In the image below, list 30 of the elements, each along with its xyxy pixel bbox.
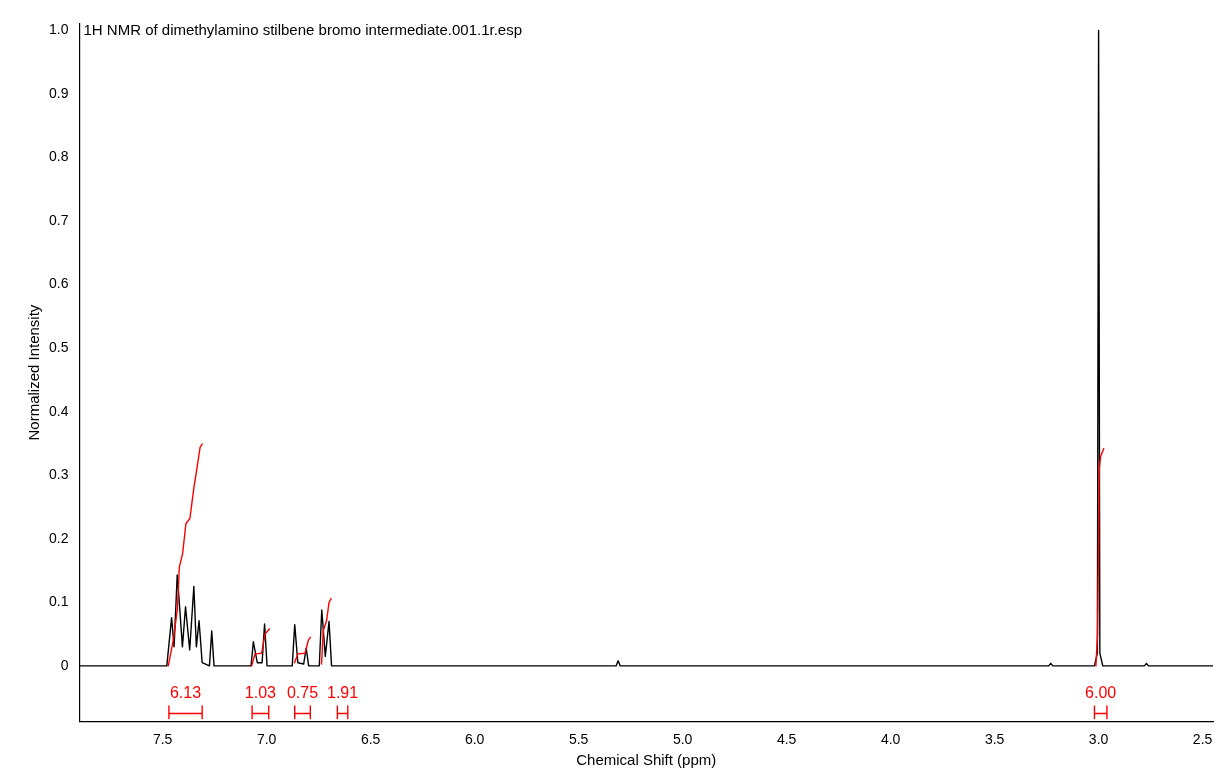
- y-tick-label: 0.5: [48, 338, 69, 355]
- y-tick-label: 1.0: [48, 21, 69, 38]
- x-tick-label: 6.5: [360, 731, 381, 748]
- x-tick-label: 2.5: [1192, 731, 1213, 748]
- x-tick-label: 5.0: [672, 731, 693, 748]
- x-tick-label: 3.0: [1088, 731, 1109, 748]
- x-tick-label: 4.0: [880, 731, 901, 748]
- y-tick-label: 0.3: [48, 466, 69, 483]
- x-tick-label: 7.0: [256, 731, 277, 748]
- y-tick-label: 0.7: [48, 211, 69, 228]
- annotation: 6.13: [169, 684, 202, 702]
- y-tick-label: 0.6: [48, 275, 69, 292]
- annotation: 0.75: [286, 684, 319, 702]
- y-tick-label: 0.4: [48, 402, 69, 419]
- annotation: 6.00: [1085, 684, 1117, 702]
- x-tick-label: 3.5: [984, 731, 1005, 748]
- y-tick-label: 0: [60, 656, 69, 673]
- y-tick-label: 0.2: [48, 529, 69, 546]
- annotation: 1.03: [244, 684, 277, 702]
- y-tick-label: 0.9: [48, 84, 69, 101]
- y-tick-label: 0.8: [48, 148, 69, 165]
- x-tick-label: 7.5: [152, 731, 173, 748]
- chart-title: 1H NMR of dimethylamino stilbene bromo intermediate.001.1r.esp: [83, 21, 523, 39]
- x-tick-label: 6.0: [464, 731, 485, 748]
- annotation: 1.91: [327, 684, 359, 702]
- y-axis-title: Normalized Intensity: [25, 304, 43, 441]
- y-tick-label: 0.1: [48, 593, 69, 610]
- x-tick-label: 5.5: [568, 731, 589, 748]
- x-axis-title: Chemical Shift (ppm): [576, 751, 717, 769]
- x-tick-label: 4.5: [776, 731, 797, 748]
